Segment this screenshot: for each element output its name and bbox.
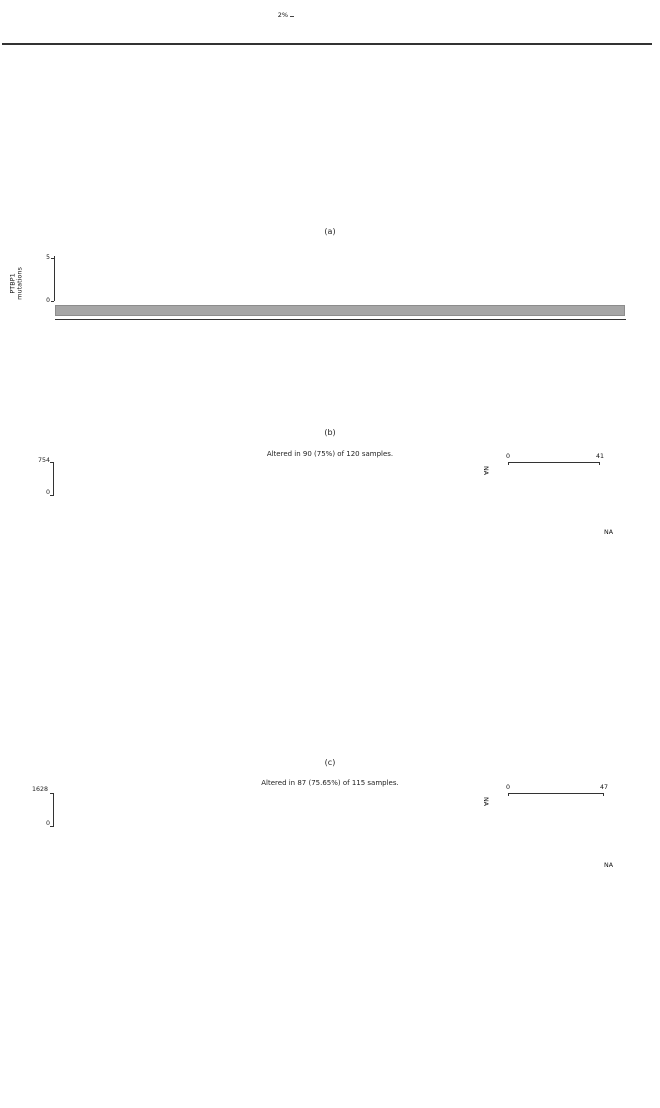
top-axis-tick bbox=[50, 793, 53, 794]
top-axis-tick bbox=[50, 495, 53, 496]
panel-d: Altered in 87 (75.65%) of 115 samples. 1… bbox=[0, 775, 660, 1108]
right-axis-tick bbox=[599, 462, 600, 465]
right-axis-line bbox=[508, 462, 600, 463]
right-axis-max-label: 41 bbox=[595, 453, 604, 460]
panel-a-tag: (a) bbox=[324, 227, 336, 236]
panel-a-y-tick-mark bbox=[290, 16, 294, 17]
top-axis-tick bbox=[50, 826, 53, 827]
panel-a: 2% (a) bbox=[0, 0, 660, 248]
panel-a-bar-plot bbox=[295, 0, 647, 42]
right-axis-tick bbox=[603, 793, 604, 796]
panel-a-legend bbox=[0, 183, 660, 223]
top-axis-line bbox=[53, 793, 54, 827]
na-label-side: NA bbox=[604, 529, 614, 536]
right-axis-min-label: 0 bbox=[505, 453, 510, 460]
oncoprint-grid bbox=[55, 831, 480, 1037]
panel-a-y-tick-label: 2% bbox=[277, 11, 288, 19]
top-axis-min-label: 0 bbox=[45, 489, 50, 496]
na-label-side: NA bbox=[604, 862, 614, 869]
na-label-top: NA bbox=[482, 797, 489, 807]
panel-b-tag: (b) bbox=[324, 428, 336, 437]
panel-b-x-axis-line bbox=[55, 319, 626, 320]
protein-backbone-bar bbox=[55, 305, 625, 316]
panel-b: PTBP1 mutations 5 0 (b) bbox=[0, 248, 660, 450]
panel-c-tag: (c) bbox=[324, 758, 336, 767]
panel-b-y-tick-mark bbox=[51, 258, 54, 259]
panel-b-legend bbox=[0, 343, 660, 403]
top-axis-max-label: 1628 bbox=[31, 786, 48, 793]
sample-mutation-count-chart bbox=[55, 462, 480, 496]
top-axis-min-label: 0 bbox=[45, 820, 50, 827]
panel-b-y-tick-0: 0 bbox=[46, 297, 50, 304]
sample-mutation-count-chart bbox=[55, 793, 480, 827]
panel-a-tracks bbox=[2, 43, 652, 45]
panel-b-y-tick-5: 5 bbox=[46, 254, 50, 261]
panel-b-y-axis-line bbox=[54, 256, 55, 301]
panel-b-y-tick-mark bbox=[51, 301, 54, 302]
panel-a-x-labels bbox=[0, 84, 660, 182]
right-axis-tick bbox=[508, 793, 509, 796]
panel-b-y-axis-title: PTBP1 mutations bbox=[8, 267, 24, 300]
right-axis-tick bbox=[508, 462, 509, 465]
oncoprint-d-title: Altered in 87 (75.65%) of 115 samples. bbox=[261, 779, 399, 787]
top-axis-tick bbox=[50, 462, 53, 463]
right-axis-max-label: 47 bbox=[599, 784, 608, 791]
oncoprint-c-title: Altered in 90 (75%) of 120 samples. bbox=[266, 450, 394, 458]
oncoprint-grid bbox=[55, 498, 480, 698]
oncoprint-d-legend bbox=[0, 1055, 660, 1099]
top-axis-line bbox=[53, 462, 54, 496]
top-axis-max-label: 754 bbox=[37, 457, 50, 464]
panel-c: Altered in 90 (75%) of 120 samples. 754 … bbox=[0, 450, 660, 775]
oncoprint-c-legend bbox=[0, 712, 660, 756]
na-label-top: NA bbox=[482, 466, 489, 476]
right-axis-line bbox=[508, 793, 604, 794]
right-axis-min-label: 0 bbox=[505, 784, 510, 791]
